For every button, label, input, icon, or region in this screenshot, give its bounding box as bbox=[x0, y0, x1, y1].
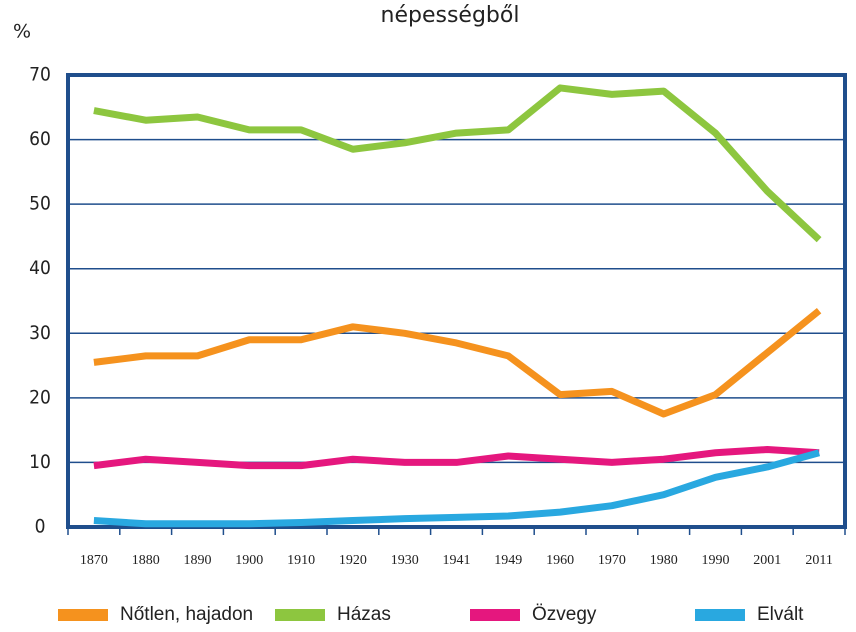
x-tick-label: 1990 bbox=[702, 553, 730, 568]
y-tick-label: 0 bbox=[35, 516, 46, 538]
series-line bbox=[93, 307, 822, 418]
series-line bbox=[93, 446, 820, 470]
y-tick-label: 50 bbox=[29, 193, 51, 215]
x-tick-label: 1941 bbox=[443, 553, 471, 568]
legend-swatch bbox=[695, 609, 745, 621]
x-tick-label: 1910 bbox=[287, 553, 315, 568]
x-tick-label: 2001 bbox=[753, 553, 781, 568]
series-line bbox=[93, 449, 821, 528]
plot-frame bbox=[66, 73, 847, 529]
y-tick-label: 10 bbox=[29, 451, 51, 473]
legend-label: Özvegy bbox=[532, 604, 597, 625]
legend-label: Nőtlen, hajadon bbox=[120, 604, 253, 625]
x-tick-label: 1960 bbox=[546, 553, 574, 568]
x-tick-label: 1890 bbox=[184, 553, 212, 568]
x-tick-label: 1930 bbox=[391, 553, 419, 568]
y-tick-label: 60 bbox=[29, 128, 51, 150]
x-tick-label: 2011 bbox=[805, 553, 832, 568]
y-tick-label: 20 bbox=[29, 386, 51, 408]
legend-swatch bbox=[58, 609, 108, 621]
y-tick-label: 30 bbox=[29, 322, 51, 344]
x-tick-label: 1970 bbox=[598, 553, 626, 568]
x-tick-label: 1920 bbox=[339, 553, 367, 568]
y-tick-label: 40 bbox=[29, 257, 51, 279]
legend-label: Elvált bbox=[757, 604, 804, 625]
y-tick-label: 70 bbox=[29, 64, 51, 86]
y-axis-label: % bbox=[13, 21, 31, 43]
x-tick-label: 1880 bbox=[132, 553, 160, 568]
x-tick-label: 1900 bbox=[235, 553, 263, 568]
x-tick-label: 1949 bbox=[494, 553, 522, 568]
legend-swatch bbox=[470, 609, 520, 621]
x-tick-label: 1870 bbox=[80, 553, 108, 568]
legend-label: Házas bbox=[337, 604, 391, 625]
chart-title: népességből bbox=[381, 3, 520, 28]
legend-swatch bbox=[275, 609, 325, 621]
series-line bbox=[93, 84, 822, 243]
x-tick-label: 1980 bbox=[650, 553, 678, 568]
